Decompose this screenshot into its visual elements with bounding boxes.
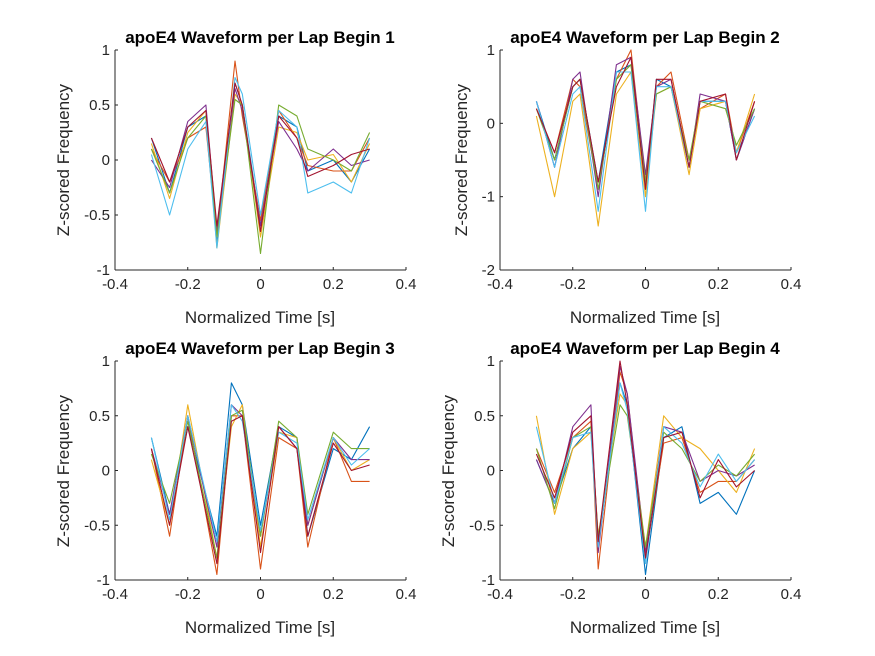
y-tick-label: 0.5: [89, 97, 110, 114]
x-tick-label: -0.2: [175, 586, 201, 603]
x-tick-label: 0: [641, 276, 649, 293]
series-line-6: [535, 382, 756, 565]
x-tick-label: 0: [256, 586, 264, 603]
panel-2-title: apoE4 Waveform per Lap Begin 2: [510, 28, 780, 47]
x-tick-label: 0.2: [323, 586, 344, 603]
x-tick-label: 0.2: [323, 276, 344, 293]
panel-2-ticks: -0.4 -0.2 0 0.2 0.4 -2 -1 0 1: [482, 42, 802, 293]
series-line-5: [150, 98, 371, 255]
panel-1-lines: [150, 60, 371, 255]
y-tick-label: 0: [102, 463, 110, 480]
series-line-4: [535, 56, 756, 198]
series-line-6: [535, 71, 756, 212]
series-line-6: [150, 76, 371, 249]
panel-1-xlabel: Normalized Time [s]: [185, 308, 335, 327]
panel-2-ylabel: Z-scored Frequency: [452, 83, 471, 236]
x-tick-label: 0.4: [781, 276, 802, 293]
series-line-5: [150, 409, 370, 559]
panel-1: apoE4 Waveform per Lap Begin 1 -0.4 -0.2 0…: [54, 28, 416, 327]
series-line-7: [150, 415, 370, 565]
y-tick-label: 0.5: [89, 408, 110, 425]
series-line-6: [150, 404, 370, 543]
series-line-4: [535, 365, 755, 554]
y-tick-label: 0: [487, 115, 495, 132]
x-tick-label: 0: [256, 276, 264, 293]
panel-3-ticks: -0.4 -0.2 0 0.2 0.4 -1 -0.5 0 0.5 1: [84, 353, 416, 603]
panel-1-ylabel: Z-scored Frequency: [54, 83, 73, 236]
series-line-7: [535, 56, 756, 190]
y-tick-label: -1: [482, 572, 495, 589]
x-tick-label: 0.2: [708, 276, 729, 293]
x-tick-label: -0.2: [560, 586, 586, 603]
y-tick-label: -0.5: [469, 517, 495, 534]
y-tick-label: -0.5: [84, 517, 110, 534]
series-line-7: [150, 82, 370, 233]
panel-3-ylabel: Z-scored Frequency: [54, 394, 73, 547]
y-tick-label: -2: [482, 262, 495, 279]
panel-4-title: apoE4 Waveform per Lap Begin 4: [510, 339, 780, 358]
y-tick-label: 0: [102, 152, 110, 169]
panel-3-title: apoE4 Waveform per Lap Begin 3: [125, 339, 395, 358]
y-tick-label: -0.5: [84, 207, 110, 224]
y-tick-label: 0.5: [474, 408, 495, 425]
panel-3-xlabel: Normalized Time [s]: [185, 618, 335, 637]
y-tick-label: -1: [97, 262, 110, 279]
panel-4-xlabel: Normalized Time [s]: [570, 618, 720, 637]
x-tick-label: -0.4: [102, 276, 128, 293]
x-tick-label: -0.2: [560, 276, 586, 293]
x-tick-label: -0.4: [487, 586, 513, 603]
y-tick-label: -1: [97, 572, 110, 589]
y-tick-label: 0: [487, 463, 495, 480]
panel-2-lines: [535, 49, 756, 227]
x-tick-label: 0.2: [708, 586, 729, 603]
y-tick-label: -1: [482, 189, 495, 206]
panel-1-ticks: -0.4 -0.2 0 0.2 0.4 -1 -0.5 0 0.5 1: [84, 42, 416, 293]
panel-4-ticks: -0.4 -0.2 0 0.2 0.4 -1 -0.5 0 0.5 1: [469, 353, 801, 603]
x-tick-label: 0: [641, 586, 649, 603]
panel-2: apoE4 Waveform per Lap Begin 2 -0.4 -0.2 0…: [452, 28, 801, 327]
x-tick-label: -0.2: [175, 276, 201, 293]
panel-1-title: apoE4 Waveform per Lap Begin 1: [125, 28, 395, 47]
y-tick-label: 1: [487, 42, 495, 59]
panel-4-lines: [535, 360, 756, 576]
series-line-7: [535, 360, 755, 559]
y-tick-label: 1: [487, 353, 495, 370]
x-tick-label: -0.4: [487, 276, 513, 293]
panel-4-ylabel: Z-scored Frequency: [439, 394, 458, 547]
y-tick-label: 1: [102, 42, 110, 59]
panel-2-xlabel: Normalized Time [s]: [570, 308, 720, 327]
x-tick-label: -0.4: [102, 586, 128, 603]
panel-3-lines: [150, 382, 371, 576]
x-tick-label: 0.4: [781, 586, 802, 603]
panel-3: apoE4 Waveform per Lap Begin 3 -0.4 -0.2 0…: [54, 339, 416, 637]
x-tick-label: 0.4: [396, 586, 417, 603]
panel-4: apoE4 Waveform per Lap Begin 4 -0.4 -0.2 0…: [439, 339, 801, 637]
x-tick-label: 0.4: [396, 276, 417, 293]
series-line-3: [535, 71, 756, 227]
y-tick-label: 1: [102, 353, 110, 370]
